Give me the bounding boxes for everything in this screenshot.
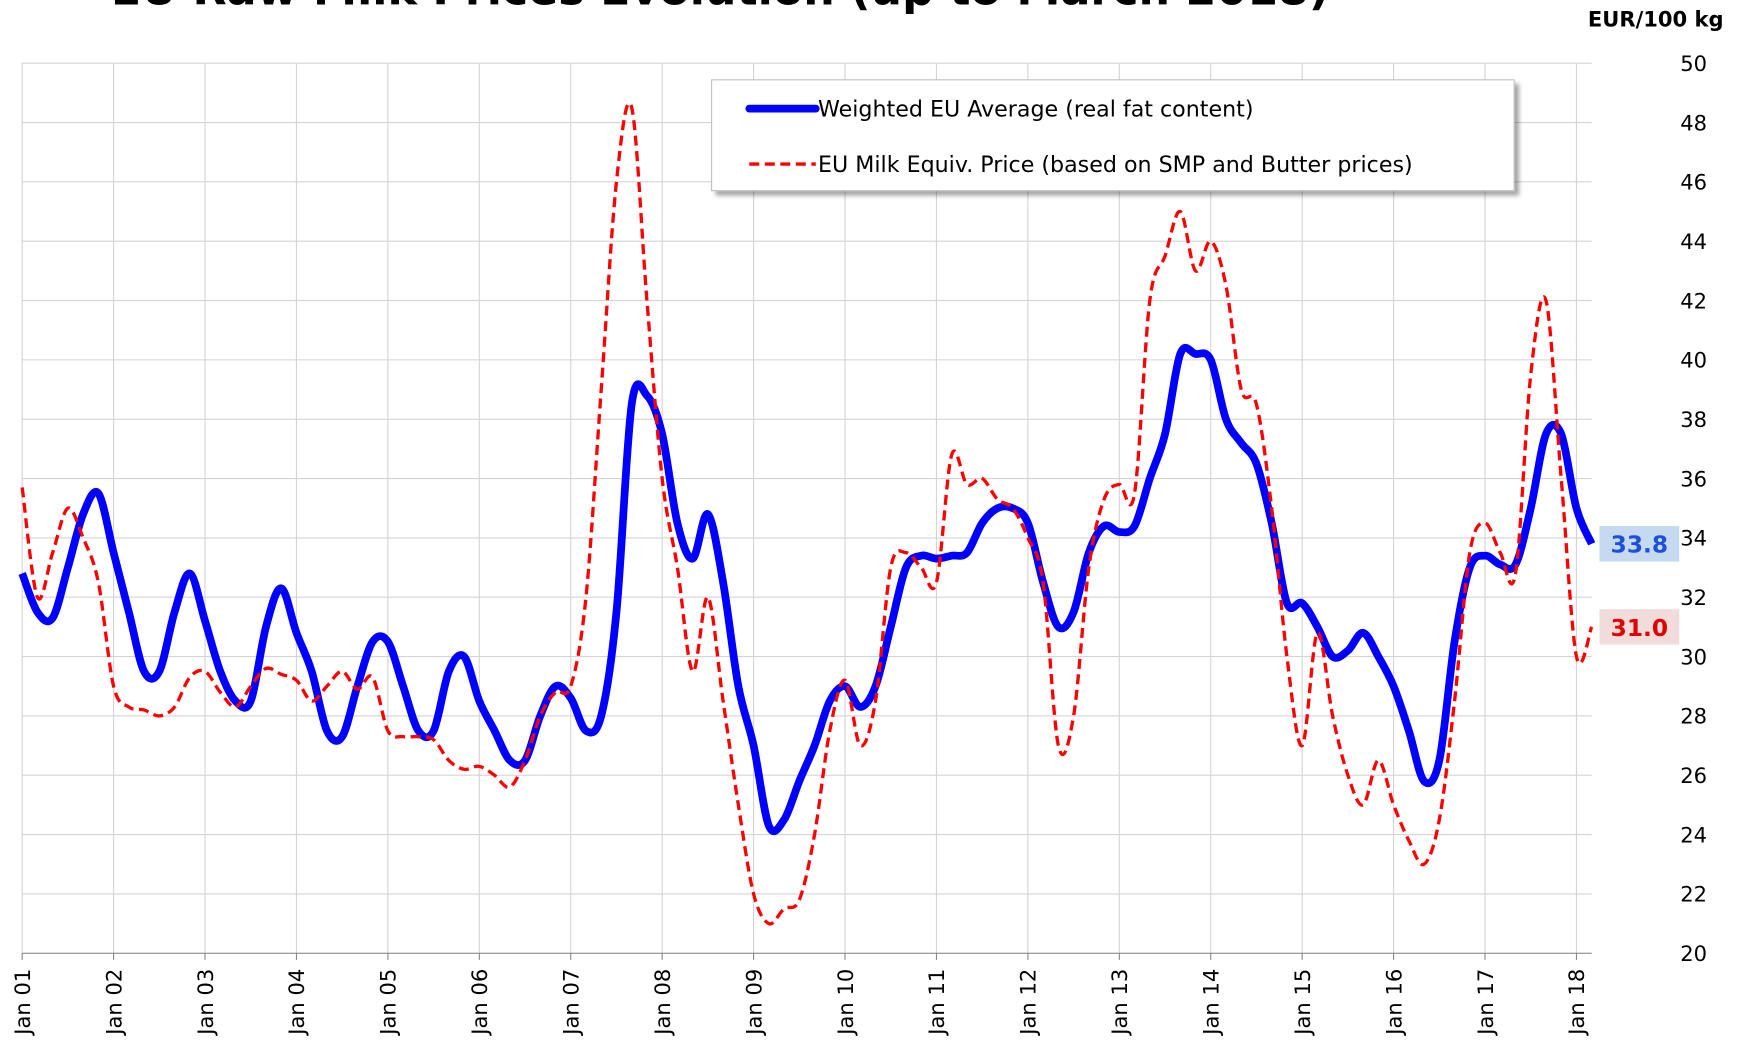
plot: 33.8 31.0: [18, 101, 1680, 926]
x-tick-label: Jan 18: [1564, 969, 1589, 1037]
series-line: [18, 343, 1596, 836]
y-tick-label: 44: [1680, 229, 1707, 254]
end-label: 31.0: [1611, 615, 1668, 642]
y-tick-label: 20: [1680, 941, 1707, 966]
x-tick-label: Jan 17: [1473, 969, 1498, 1037]
legend-label: EU Milk Equiv. Price (based on SMP and B…: [818, 152, 1413, 178]
x-tick-label: Jan 05: [376, 969, 401, 1037]
x-tick-label: Jan 01: [10, 969, 35, 1037]
legend: Weighted EU Average (real fat content) EU…: [711, 79, 1515, 192]
y-tick-label: 36: [1680, 466, 1707, 491]
y-tick-label: 38: [1680, 407, 1707, 432]
x-tick-label: Jan 03: [193, 969, 218, 1037]
y-tick-label: 32: [1680, 585, 1707, 610]
x-tick-label: Jan 10: [833, 969, 858, 1037]
x-tick-label: Jan 08: [650, 969, 675, 1037]
y-tick-label: 22: [1680, 882, 1707, 907]
y-tick-label: 50: [1680, 51, 1707, 76]
y-tick-label: 46: [1680, 170, 1707, 195]
y-tick-label: 48: [1680, 110, 1707, 135]
x-tick-label: Jan 02: [101, 969, 126, 1037]
grid: 20 22 24 26 28 30 32 34 36 38 40 42 44 46 48 50 Jan 01 Ja…: [10, 51, 1707, 1037]
x-tick-label: Jan 15: [1290, 969, 1315, 1037]
y-tick-label: 26: [1680, 763, 1707, 788]
x-tick-label: Jan 07: [558, 969, 583, 1037]
y-tick-label: 28: [1680, 704, 1707, 729]
x-tick-label: Jan 11: [924, 969, 949, 1037]
y-tick-label: 42: [1680, 288, 1707, 313]
legend-box: [711, 79, 1515, 192]
legend-label: Weighted EU Average (real fat content): [818, 96, 1253, 122]
x-tick-label: Jan 09: [741, 969, 766, 1037]
y-tick-label: 40: [1680, 348, 1707, 373]
y-axis-label: EUR/100 kg: [1588, 7, 1724, 32]
x-tick-label: Jan 12: [1016, 969, 1041, 1037]
chart-title: EU Raw Milk Prices Evolution (up to Marc…: [111, 0, 1329, 15]
end-label-box: [1599, 526, 1680, 562]
x-tick-label: Jan 13: [1107, 969, 1132, 1037]
end-label: 33.8: [1611, 532, 1668, 559]
y-tick-label: 30: [1680, 644, 1707, 669]
end-label-box: [1599, 609, 1680, 645]
series-line: [20, 101, 1594, 926]
x-tick-label: Jan 14: [1198, 969, 1223, 1037]
y-tick-label: 34: [1680, 526, 1707, 551]
x-tick-label: Jan 04: [284, 969, 309, 1037]
y-tick-label: 24: [1680, 822, 1707, 847]
x-tick-label: Jan 06: [467, 969, 492, 1037]
x-tick-label: Jan 16: [1381, 969, 1406, 1037]
